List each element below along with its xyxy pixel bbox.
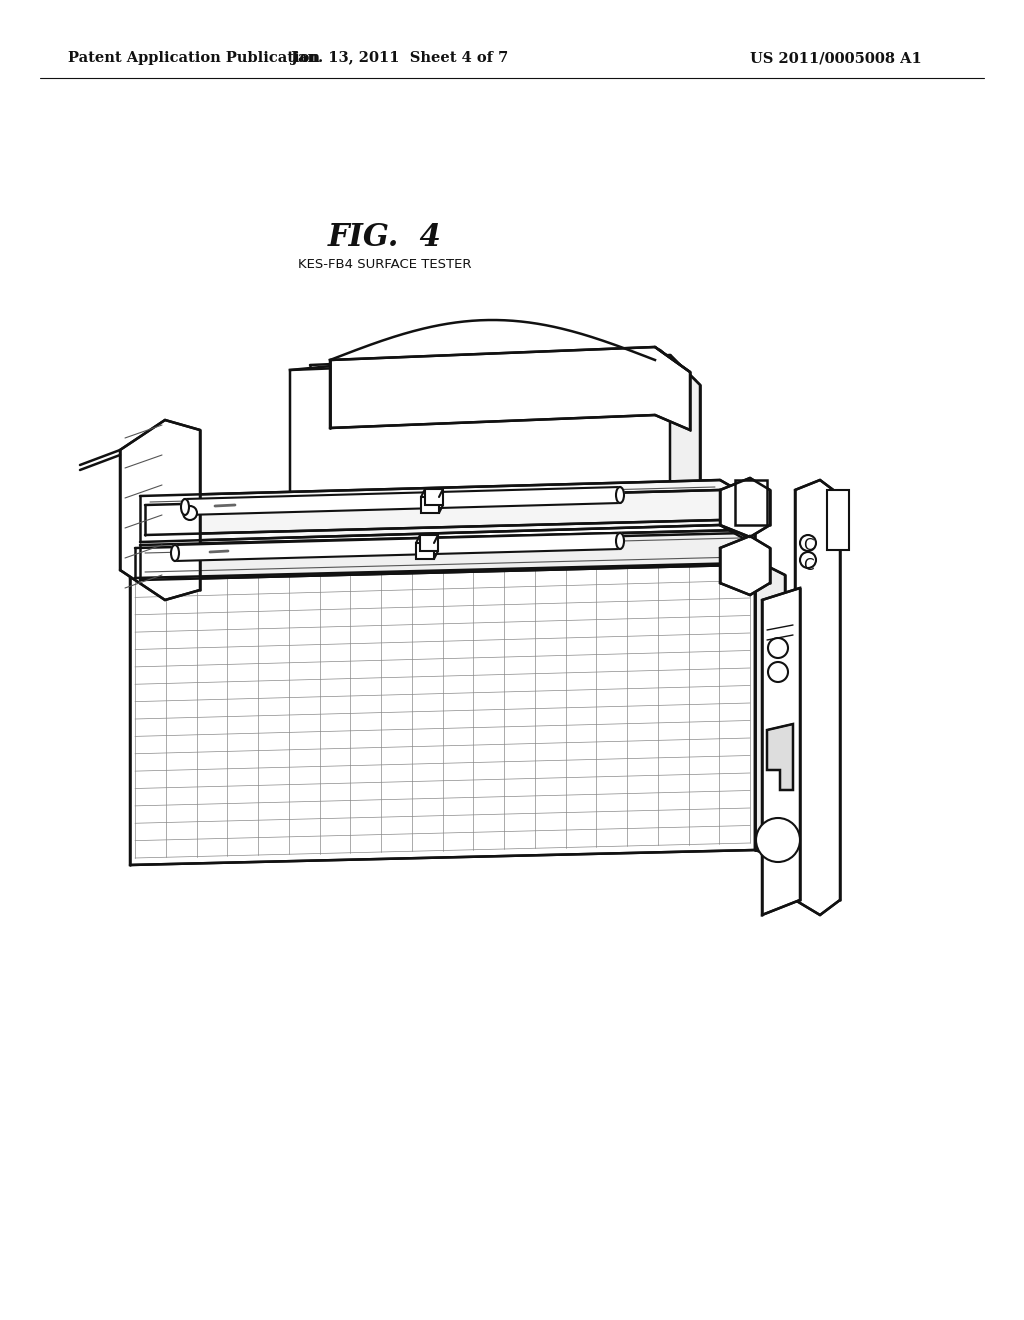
- Bar: [425, 488, 443, 506]
- Polygon shape: [120, 420, 200, 601]
- Text: C: C: [803, 557, 813, 573]
- Bar: [735, 480, 767, 525]
- Polygon shape: [762, 587, 800, 915]
- Bar: [421, 498, 439, 513]
- Polygon shape: [330, 347, 690, 430]
- Text: Patent Application Publication: Patent Application Publication: [68, 51, 319, 65]
- Text: KES-FB4 SURFACE TESTER: KES-FB4 SURFACE TESTER: [298, 259, 472, 272]
- Bar: [416, 543, 434, 558]
- Bar: [420, 535, 438, 550]
- Polygon shape: [130, 560, 755, 865]
- Ellipse shape: [616, 533, 624, 549]
- Polygon shape: [184, 487, 621, 515]
- Polygon shape: [720, 478, 770, 537]
- Polygon shape: [175, 533, 621, 561]
- Polygon shape: [755, 560, 785, 861]
- Polygon shape: [140, 480, 755, 545]
- Bar: [827, 490, 849, 550]
- Text: US 2011/0005008 A1: US 2011/0005008 A1: [750, 51, 922, 65]
- Polygon shape: [140, 531, 760, 579]
- Ellipse shape: [171, 545, 179, 561]
- Polygon shape: [670, 355, 700, 490]
- Polygon shape: [290, 355, 700, 500]
- Polygon shape: [720, 536, 770, 595]
- Polygon shape: [145, 490, 750, 540]
- Polygon shape: [135, 533, 760, 578]
- Ellipse shape: [616, 487, 624, 503]
- Polygon shape: [767, 723, 793, 789]
- Ellipse shape: [181, 499, 189, 515]
- Text: Jan. 13, 2011  Sheet 4 of 7: Jan. 13, 2011 Sheet 4 of 7: [292, 51, 509, 65]
- Circle shape: [756, 818, 800, 862]
- Text: FIG.  4: FIG. 4: [328, 223, 442, 253]
- Polygon shape: [795, 480, 840, 915]
- Circle shape: [183, 506, 197, 520]
- Text: C: C: [803, 537, 813, 553]
